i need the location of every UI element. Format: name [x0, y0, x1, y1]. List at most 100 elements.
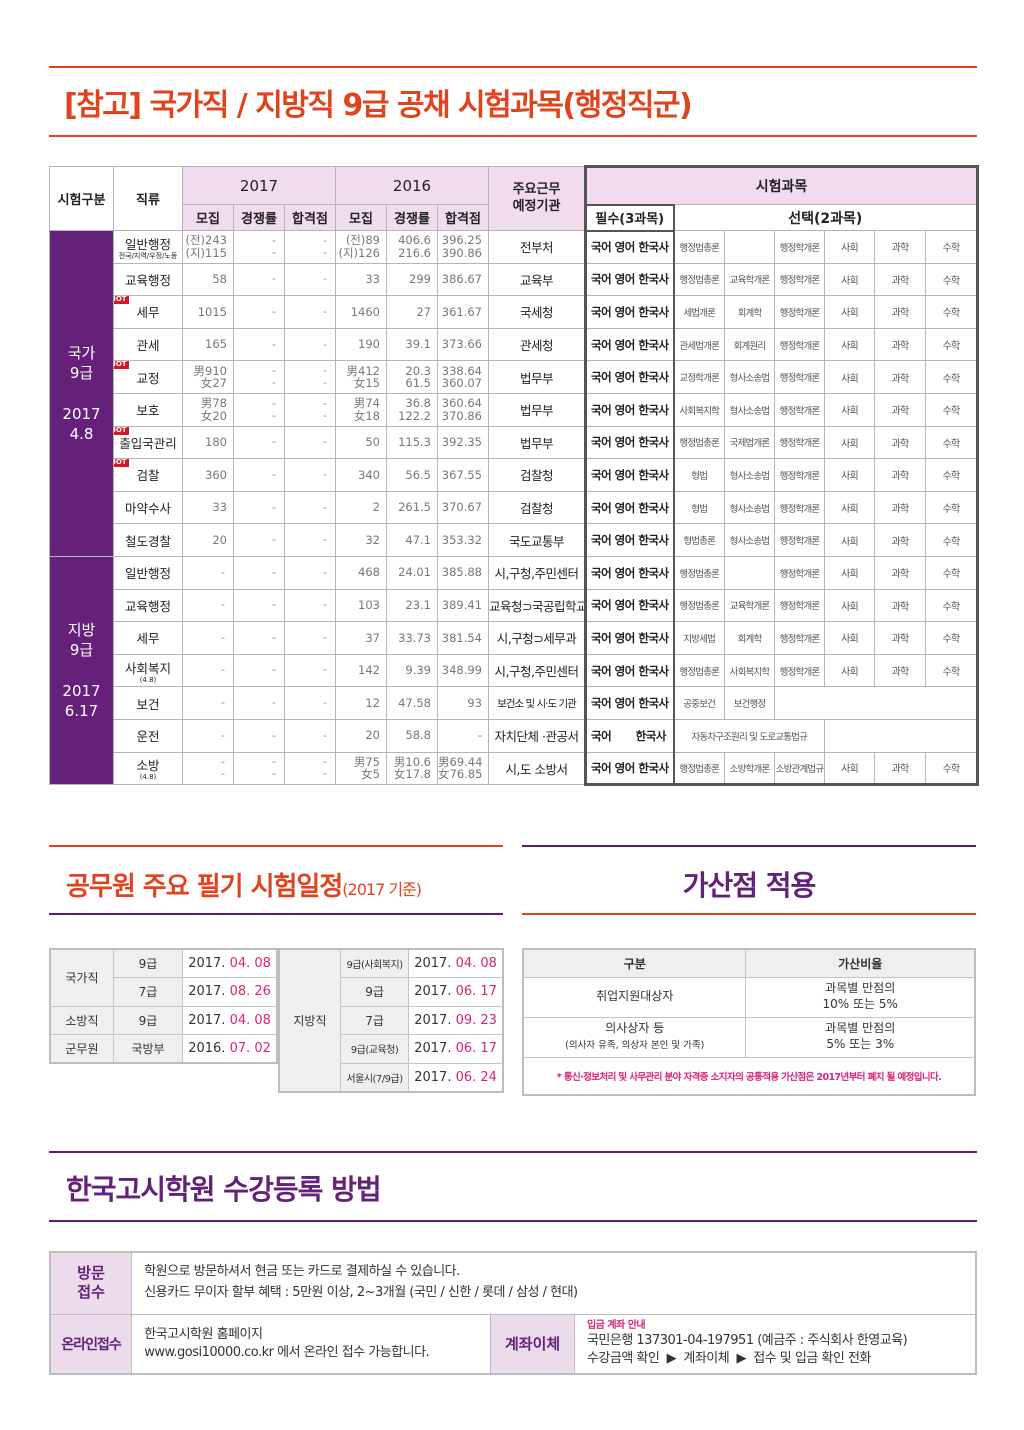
website-link[interactable]: www.gosi10000.co.kr 에서 온라인 접수 가능합니다.	[144, 1344, 430, 1360]
online-label: 온라인접수	[49, 1313, 133, 1375]
value-cell: -	[284, 718, 336, 753]
header-elective: 선택(2과목)	[672, 204, 980, 231]
header-pass-2017: 합격점	[284, 204, 336, 231]
elective-subject: 교정학개론	[673, 360, 725, 394]
table-row: 교육행정 - - -103 23.1 389.41 교육청⊃국공립학교 국어 영어 한국사 행정…	[50, 588, 980, 623]
value-cell: 58.8	[386, 718, 438, 753]
bonus-col-category: 구분	[522, 948, 747, 978]
elective-subject: 행정법총론	[673, 751, 725, 787]
hot-badge: HOT	[114, 361, 129, 370]
required-subjects: 국어 영어 한국사	[584, 653, 675, 688]
value-cell: --	[233, 230, 285, 264]
value-cell: -	[284, 653, 336, 688]
header-agency: 주요근무 예정기관	[488, 166, 586, 231]
bonus-table: 구분 가산비율 취업지원대상자 과목별 만점의 10% 또는 5% 의사상자 등(…	[522, 948, 976, 1096]
table-row: 국가 9급 2017 4.8 일반행정 전국/지역/우정/노동 (전)243 (지)115- -…	[49, 230, 980, 557]
schedule-grade: 9급	[112, 1005, 184, 1035]
elective-subject: 행정학개론	[774, 392, 825, 427]
elective-subject: 사회	[824, 230, 875, 264]
bonus-title: 가산점 적용	[682, 869, 817, 902]
schedule-row: 군무원 국방부 2016. 07. 02	[49, 1034, 278, 1064]
elective-subject: 사회	[824, 392, 875, 427]
bonus-col-rate: 가산비율	[745, 948, 976, 978]
value-cell: 12	[335, 686, 387, 720]
registration-title: 한국고시학원 수강등록 방법	[66, 1173, 382, 1206]
elective-subject: 사회	[824, 621, 875, 655]
divider	[49, 845, 503, 847]
elective-subject: 자동차구조원리 및 도로교통법규	[673, 718, 825, 753]
exam-group: 지방 9급 2017 6.17	[49, 555, 114, 786]
value-cell: -	[284, 588, 336, 623]
value-cell: -	[284, 686, 336, 720]
value-cell: --	[233, 360, 285, 394]
agency-cell: 관세청	[488, 327, 586, 362]
divider	[49, 135, 977, 137]
value-cell: 190	[335, 327, 387, 362]
elective-subject: 형사소송법	[724, 392, 775, 427]
header-2017: 2017	[182, 166, 336, 205]
job-cell: 교육행정	[113, 588, 183, 623]
elective-subject: 형법총론	[673, 523, 725, 557]
elective-subject: 행정학개론	[774, 621, 825, 655]
value-cell: --	[233, 751, 285, 786]
value-cell: -	[233, 653, 285, 688]
header-subjects: 시험과목	[583, 165, 980, 205]
schedule-category: 지방직	[278, 948, 341, 1092]
required-subjects: 국어 영어 한국사	[584, 392, 675, 427]
elective-subject: 과학	[874, 490, 926, 525]
value-cell: 360.64 370.86	[437, 392, 489, 427]
value-cell: 180	[182, 425, 234, 460]
elective-subject: 사회	[824, 262, 875, 297]
value-cell: -	[284, 523, 336, 557]
value-cell: 396.25 390.86	[437, 230, 489, 264]
elective-subject: 과학	[874, 327, 926, 362]
schedule-date: 2017. 06. 17	[408, 977, 504, 1007]
schedule-date: 2017. 06. 17	[408, 1034, 504, 1064]
value-cell: -	[437, 718, 489, 753]
exam-group: 국가 9급 2017 4.8	[49, 230, 114, 557]
elective-subject: 사회	[824, 360, 875, 394]
job-cell: 보호	[113, 392, 183, 427]
elective-subject: 행정법총론	[673, 555, 725, 590]
elective-subject: 사회	[824, 751, 875, 787]
elective-subject: 소방학개론	[724, 751, 775, 787]
divider	[522, 913, 976, 915]
agency-cell: 보건소 및 시·도 기관	[488, 686, 586, 720]
elective-subject: 형사소송법	[724, 490, 775, 525]
value-cell: 33.73	[386, 621, 438, 655]
value-cell: -	[233, 555, 285, 590]
elective-subject: 과학	[874, 621, 926, 655]
elective-subject: 사회	[824, 523, 875, 557]
elective-subject: 사회	[824, 295, 875, 329]
value-cell: 50	[335, 425, 387, 460]
value-cell: 93	[437, 686, 489, 720]
value-cell: 381.54	[437, 621, 489, 655]
value-cell: 361.67	[437, 295, 489, 329]
divider	[49, 1220, 977, 1222]
table-row: 관세 165- -190 39.1 373.66 관세청 국어 영어 한국사 관세법개론 회계원…	[50, 327, 980, 362]
value-cell: 男910 女27	[182, 360, 234, 394]
value-cell: 386.67	[437, 262, 489, 297]
schedule-grade: 7급	[339, 1005, 410, 1035]
header-competition-2016: 경쟁률	[386, 204, 438, 231]
value-cell: -	[233, 327, 285, 362]
job-cell: 마약수사	[113, 490, 183, 525]
elective-subject: 수학	[924, 490, 980, 525]
divider	[49, 66, 977, 68]
elective-subject: 행정법총론	[673, 588, 725, 623]
hot-badge: HOT	[114, 459, 129, 468]
divider	[49, 913, 503, 915]
value-cell: -	[182, 686, 234, 720]
schedule-category: 국가직	[49, 948, 114, 1007]
elective-subject: 수학	[924, 262, 980, 297]
elective-subject	[724, 555, 775, 590]
schedule-row: 7급 2017. 09. 23	[279, 1005, 504, 1035]
value-cell: 468	[335, 555, 387, 590]
agency-cell: 교육청⊃국공립학교	[488, 588, 586, 623]
table-row: 운전 - - -20 58.8- 자치단체 ·관공서 국어 한국사 자동차구조원리 및 도로교…	[50, 718, 980, 753]
agency-cell: 전부처	[488, 230, 586, 264]
value-cell: 20.3 61.5	[386, 360, 438, 394]
schedule-grade: 9급(사회복지)	[339, 948, 410, 978]
value-cell: --	[284, 392, 336, 427]
